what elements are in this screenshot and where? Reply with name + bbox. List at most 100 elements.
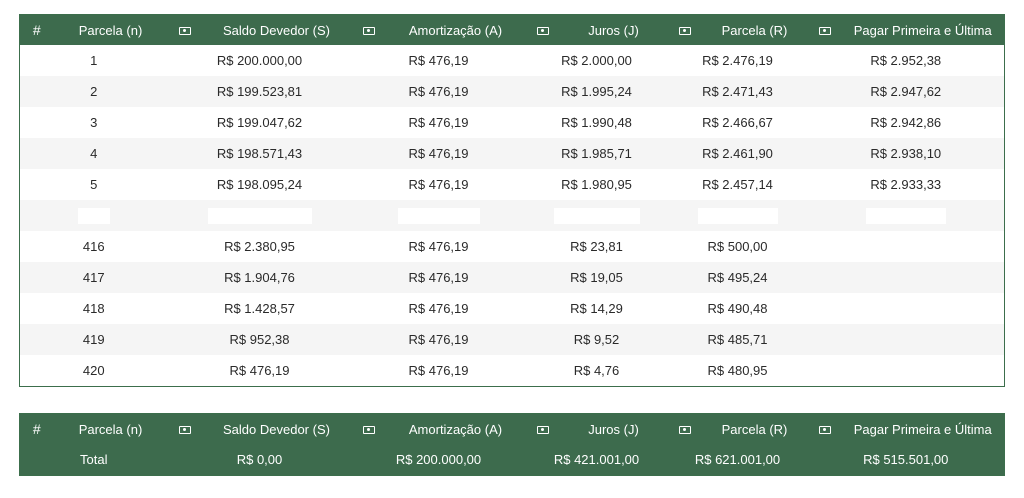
cell-pagar: R$ 2.942,86	[807, 107, 1005, 138]
totals-table: # Parcela (n) Saldo Devedor (S) Amortiza…	[19, 413, 1005, 476]
cell-n: 1	[19, 45, 168, 76]
cell-amortizacao: R$ 476,19	[351, 231, 526, 262]
cell-saldo: R$ 198.571,43	[167, 138, 352, 169]
cell-n: 419	[19, 324, 168, 355]
header-saldo-devedor: Saldo Devedor (S)	[201, 14, 352, 45]
cell-n: 5	[19, 169, 168, 200]
header-parcela-r: Parcela (R)	[701, 14, 808, 45]
money-icon	[525, 14, 560, 45]
money-icon	[667, 14, 702, 45]
header-pagar-primeira-ultima: Pagar Primeira e Última	[841, 14, 1005, 45]
cell-pagar	[807, 293, 1005, 324]
table-row: 5 R$ 198.095,24 R$ 476,19 R$ 1.980,95 R$…	[19, 169, 1005, 200]
cell-pagar: R$ 2.947,62	[807, 76, 1005, 107]
money-icon	[667, 413, 702, 444]
cell-saldo: R$ 200.000,00	[167, 45, 352, 76]
cell-pagar	[807, 355, 1005, 387]
cell-amortizacao: R$ 476,19	[351, 262, 526, 293]
cell-juros: R$ 1.995,24	[525, 76, 668, 107]
cell-amortizacao: R$ 476,19	[351, 138, 526, 169]
header-amortizacao: Amortização (A)	[385, 14, 526, 45]
cell-amortizacao: R$ 476,19	[351, 355, 526, 387]
money-icon	[351, 14, 386, 45]
header-amortizacao: Amortização (A)	[385, 413, 526, 444]
cell-amortizacao: R$ 476,19	[351, 76, 526, 107]
cell-parcela: R$ 2.471,43	[667, 76, 808, 107]
amortization-table: # Parcela (n) Saldo Devedor (S) Amortiza…	[19, 14, 1005, 387]
elided-row	[19, 200, 1005, 231]
cell-amortizacao: R$ 476,19	[351, 324, 526, 355]
table-row: 416 R$ 2.380,95 R$ 476,19 R$ 23,81 R$ 50…	[19, 231, 1005, 262]
cell-n: 417	[19, 262, 168, 293]
cell-n: 4	[19, 138, 168, 169]
header-juros: Juros (J)	[559, 14, 668, 45]
table-row: 417 R$ 1.904,76 R$ 476,19 R$ 19,05 R$ 49…	[19, 262, 1005, 293]
placeholder-cell	[19, 200, 168, 231]
hash-header: #	[19, 413, 54, 444]
cell-pagar: R$ 2.952,38	[807, 45, 1005, 76]
cell-parcela: R$ 490,48	[667, 293, 808, 324]
cell-n: 2	[19, 76, 168, 107]
placeholder-cell	[167, 200, 352, 231]
cell-amortizacao: R$ 476,19	[351, 169, 526, 200]
placeholder-cell	[525, 200, 668, 231]
table-row: 3 R$ 199.047,62 R$ 476,19 R$ 1.990,48 R$…	[19, 107, 1005, 138]
cell-amortizacao: R$ 476,19	[351, 45, 526, 76]
cell-parcela: R$ 2.476,19	[667, 45, 808, 76]
header-parcela-r: Parcela (R)	[701, 413, 808, 444]
totals-header-row: # Parcela (n) Saldo Devedor (S) Amortiza…	[19, 413, 1005, 444]
total-label: Total	[80, 452, 108, 467]
cell-juros: R$ 1.985,71	[525, 138, 668, 169]
cell-juros: R$ 9,52	[525, 324, 668, 355]
total-parcela: R$ 621.001,00	[694, 452, 781, 467]
total-pagar: R$ 515.501,00	[863, 452, 949, 467]
cell-juros: R$ 14,29	[525, 293, 668, 324]
header-row: # Parcela (n) Saldo Devedor (S) Amortiza…	[19, 14, 1005, 45]
cell-pagar: R$ 2.933,33	[807, 169, 1005, 200]
cell-n: 416	[19, 231, 168, 262]
totals-row: Total R$ 0,00 R$ 200.000,00 R$ 421.001,0…	[20, 444, 1005, 476]
cell-saldo: R$ 952,38	[167, 324, 352, 355]
header-parcela-n: Parcela (n)	[53, 413, 168, 444]
table-row: 1 R$ 200.000,00 R$ 476,19 R$ 2.000,00 R$…	[19, 45, 1005, 76]
table-row: 418 R$ 1.428,57 R$ 476,19 R$ 14,29 R$ 49…	[19, 293, 1005, 324]
cell-saldo: R$ 1.428,57	[167, 293, 352, 324]
money-icon	[807, 14, 842, 45]
cell-pagar	[807, 324, 1005, 355]
placeholder-cell	[351, 200, 526, 231]
cell-juros: R$ 2.000,00	[525, 45, 668, 76]
cell-pagar	[807, 262, 1005, 293]
money-icon	[807, 413, 842, 444]
table-row: 4 R$ 198.571,43 R$ 476,19 R$ 1.985,71 R$…	[19, 138, 1005, 169]
cell-saldo: R$ 476,19	[167, 355, 352, 387]
cell-juros: R$ 23,81	[525, 231, 668, 262]
cell-juros: R$ 19,05	[525, 262, 668, 293]
placeholder-cell	[667, 200, 808, 231]
money-icon	[351, 413, 386, 444]
cell-parcela: R$ 480,95	[667, 355, 808, 387]
hash-header: #	[19, 14, 54, 45]
header-pagar-primeira-ultima: Pagar Primeira e Última	[841, 413, 1005, 444]
cell-juros: R$ 1.980,95	[525, 169, 668, 200]
money-icon	[167, 14, 202, 45]
header-saldo-devedor: Saldo Devedor (S)	[201, 413, 352, 444]
cell-juros: R$ 1.990,48	[525, 107, 668, 138]
total-amortizacao: R$ 200.000,00	[395, 452, 482, 467]
cell-n: 3	[19, 107, 168, 138]
header-juros: Juros (J)	[559, 413, 668, 444]
cell-saldo: R$ 1.904,76	[167, 262, 352, 293]
table-row: 2 R$ 199.523,81 R$ 476,19 R$ 1.995,24 R$…	[19, 76, 1005, 107]
cell-parcela: R$ 500,00	[667, 231, 808, 262]
cell-saldo: R$ 199.523,81	[167, 76, 352, 107]
cell-n: 420	[19, 355, 168, 387]
placeholder-cell	[807, 200, 1005, 231]
cell-saldo: R$ 198.095,24	[167, 169, 352, 200]
cell-pagar	[807, 231, 1005, 262]
table-row: 420 R$ 476,19 R$ 476,19 R$ 4,76 R$ 480,9…	[19, 355, 1005, 387]
cell-parcela: R$ 485,71	[667, 324, 808, 355]
cell-amortizacao: R$ 476,19	[351, 107, 526, 138]
cell-juros: R$ 4,76	[525, 355, 668, 387]
money-icon	[167, 413, 202, 444]
cell-parcela: R$ 495,24	[667, 262, 808, 293]
